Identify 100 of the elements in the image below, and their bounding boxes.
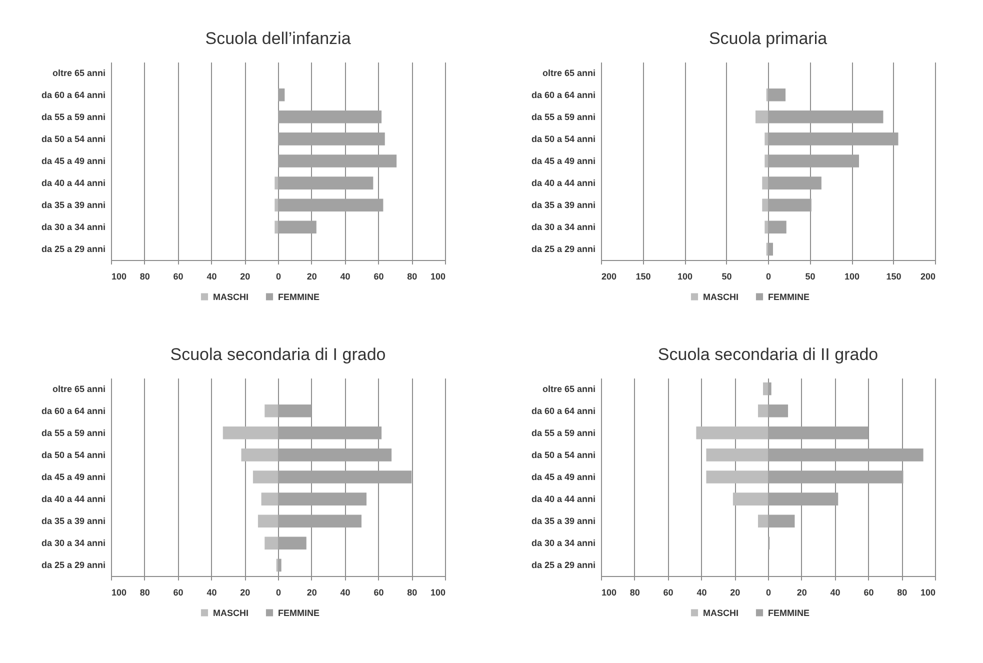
x-tick-label: 60 (864, 588, 874, 598)
chart-title: Scuola primaria (708, 29, 828, 48)
bar (278, 110, 382, 124)
x-tick-label: 200 (920, 272, 936, 282)
bar (706, 470, 768, 484)
bar (278, 426, 382, 440)
bar (768, 426, 868, 440)
x-tick-label: 40 (340, 272, 350, 282)
bar (278, 88, 285, 102)
chart-title: Scuola secondaria di II grado (658, 345, 878, 364)
x-tick-label: 80 (140, 272, 150, 282)
x-tick-label: 150 (636, 272, 651, 282)
x-tick-label: 40 (206, 272, 217, 282)
x-tick-label: 20 (240, 588, 250, 598)
bar (278, 220, 316, 234)
y-tick-label: oltre 65 anni (542, 68, 596, 78)
y-tick-label: da 45 a 49 anni (41, 156, 106, 166)
legend-label: MASCHI (213, 292, 248, 302)
x-tick-label: 100 (430, 588, 446, 598)
x-tick-label: 80 (407, 272, 418, 282)
x-tick-label: 100 (430, 272, 446, 282)
y-tick-label: da 30 a 34 anni (41, 538, 106, 548)
y-tick-label: da 25 a 29 anni (531, 560, 596, 570)
y-tick-label: da 40 a 44 anni (531, 178, 596, 188)
bar (278, 492, 367, 506)
y-tick-label: da 30 a 34 anni (41, 222, 106, 232)
bar (762, 382, 768, 396)
y-tick-label: da 40 a 44 anni (41, 494, 106, 504)
bar (278, 514, 362, 528)
y-tick-label: da 60 a 64 anni (41, 406, 106, 416)
x-tick-label: 20 (730, 588, 740, 598)
bar (278, 558, 282, 572)
y-tick-label: da 60 a 64 anni (531, 90, 596, 100)
bar (241, 448, 278, 462)
x-tick-label: 60 (663, 588, 674, 598)
x-tick-label: 0 (766, 588, 772, 598)
y-tick-label: da 25 a 29 anni (41, 560, 106, 570)
legend-label: FEMMINE (768, 292, 810, 302)
bar (278, 176, 374, 190)
x-tick-label: 80 (407, 588, 418, 598)
x-tick-label: 60 (173, 272, 184, 282)
y-tick-label: da 40 a 44 anni (41, 178, 106, 188)
bar (264, 536, 278, 550)
x-tick-label: 20 (306, 272, 317, 282)
y-tick-label: da 30 a 34 anni (531, 538, 596, 548)
x-tick-label: 0 (766, 272, 772, 282)
x-tick-label: 40 (696, 588, 707, 598)
legend-label: MASCHI (213, 608, 248, 618)
legend-label: FEMMINE (278, 292, 320, 302)
bar (278, 448, 392, 462)
x-tick-label: 40 (206, 588, 217, 598)
bar (768, 404, 788, 418)
x-tick-label: 80 (140, 588, 150, 598)
x-tick-label: 150 (886, 272, 902, 282)
bar (278, 536, 306, 550)
y-tick-label: da 25 a 29 anni (41, 244, 106, 254)
bar (768, 492, 838, 506)
bar (278, 154, 397, 168)
x-tick-label: 100 (920, 588, 936, 598)
y-tick-label: da 55 a 59 anni (531, 428, 596, 438)
x-tick-label: 80 (630, 588, 640, 598)
y-tick-label: da 55 a 59 anni (531, 112, 596, 122)
bar (768, 382, 772, 396)
x-tick-label: 50 (722, 272, 732, 282)
y-tick-label: da 25 a 29 anni (531, 244, 596, 254)
x-tick-label: 0 (276, 272, 282, 282)
x-tick-label: 40 (340, 588, 350, 598)
bar (274, 220, 278, 234)
bar (768, 448, 924, 462)
x-tick-label: 60 (173, 588, 184, 598)
x-tick-label: 20 (240, 272, 250, 282)
bar (222, 426, 278, 440)
x-tick-label: 40 (830, 588, 840, 598)
x-tick-label: 100 (677, 272, 693, 282)
x-tick-label: 60 (374, 272, 384, 282)
bar (264, 404, 278, 418)
x-tick-label: 100 (112, 588, 127, 598)
y-tick-label: da 60 a 64 anni (41, 90, 106, 100)
chart-title: Scuola secondaria di I grado (170, 345, 386, 364)
legend-label: FEMMINE (768, 608, 810, 618)
bar (278, 132, 385, 146)
bar (768, 514, 795, 528)
x-tick-label: 20 (796, 588, 807, 598)
x-tick-label: 0 (276, 588, 282, 598)
bar (278, 404, 312, 418)
x-tick-label: 100 (602, 588, 617, 598)
bar (278, 198, 384, 212)
y-tick-label: da 45 a 49 anni (41, 472, 106, 482)
y-tick-label: da 35 a 39 anni (531, 200, 596, 210)
bar (706, 448, 768, 462)
x-tick-label: 200 (602, 272, 617, 282)
y-tick-label: da 30 a 34 anni (531, 222, 596, 232)
y-tick-label: oltre 65 anni (52, 68, 106, 78)
bar (261, 492, 278, 506)
bar (274, 176, 278, 190)
y-tick-label: da 35 a 39 anni (531, 516, 596, 526)
bar (696, 426, 768, 440)
x-tick-label: 60 (374, 588, 384, 598)
bar (768, 470, 904, 484)
y-tick-label: da 60 a 64 anni (531, 406, 596, 416)
